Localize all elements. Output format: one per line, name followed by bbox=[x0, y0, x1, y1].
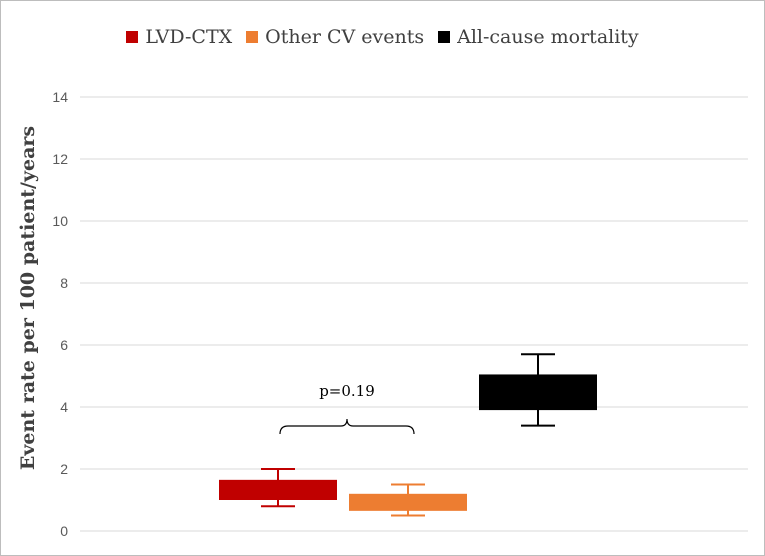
box-rect bbox=[479, 374, 597, 411]
box-1 bbox=[219, 468, 337, 508]
boxes bbox=[219, 353, 597, 517]
box-3 bbox=[479, 353, 597, 427]
y-tick-label: 2 bbox=[60, 461, 68, 477]
legend-swatch-mortality bbox=[438, 31, 451, 43]
legend: LVD-CTX Other CV events All-cause mortal… bbox=[0, 26, 765, 48]
gridlines bbox=[80, 96, 748, 532]
y-tick-label: 4 bbox=[60, 399, 68, 415]
p-value-label: p=0.19 bbox=[319, 382, 375, 400]
y-axis-label: Event rate per 100 patient/years bbox=[17, 126, 39, 470]
annotations: p=0.19 bbox=[279, 382, 415, 435]
y-tick-label: 8 bbox=[60, 275, 68, 291]
legend-item-mortality: All-cause mortality bbox=[438, 26, 639, 48]
y-tick-label: 6 bbox=[60, 337, 68, 353]
legend-label-mortality: All-cause mortality bbox=[457, 26, 639, 48]
legend-label-lvd-ctx: LVD-CTX bbox=[145, 26, 233, 48]
legend-label-other-cv: Other CV events bbox=[265, 26, 425, 48]
y-tick-label: 14 bbox=[52, 89, 68, 105]
significance-brace bbox=[279, 418, 415, 435]
legend-item-lvd-ctx: LVD-CTX bbox=[126, 26, 232, 48]
legend-swatch-other-cv bbox=[246, 31, 259, 43]
box-rect bbox=[219, 479, 337, 500]
y-tick-label: 12 bbox=[52, 151, 68, 167]
y-tick-label: 10 bbox=[52, 213, 68, 229]
y-tick-labels: 0 2 4 6 8 10 12 14 bbox=[52, 89, 68, 539]
y-tick-label: 0 bbox=[60, 523, 68, 539]
legend-swatch-lvd-ctx bbox=[126, 31, 139, 43]
legend-item-other-cv: Other CV events bbox=[246, 26, 424, 48]
box-2 bbox=[349, 483, 467, 517]
box-rect bbox=[349, 493, 467, 511]
